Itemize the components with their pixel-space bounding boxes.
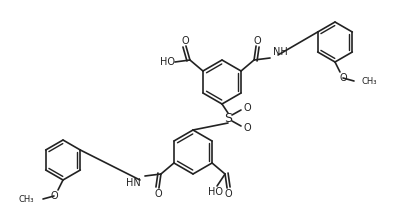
Text: HN: HN	[126, 178, 141, 188]
Text: O: O	[243, 103, 251, 113]
Text: NH: NH	[273, 47, 288, 57]
Text: CH₃: CH₃	[362, 77, 378, 85]
Text: HO: HO	[160, 57, 175, 67]
Text: O: O	[50, 191, 58, 201]
Text: O: O	[224, 189, 232, 199]
Text: O: O	[154, 189, 162, 199]
Text: HO: HO	[208, 187, 222, 197]
Text: O: O	[339, 73, 347, 83]
Text: O: O	[253, 36, 261, 46]
Text: O: O	[181, 36, 189, 46]
Text: CH₃: CH₃	[18, 194, 34, 204]
Text: S: S	[224, 111, 232, 125]
Text: O: O	[243, 123, 251, 133]
